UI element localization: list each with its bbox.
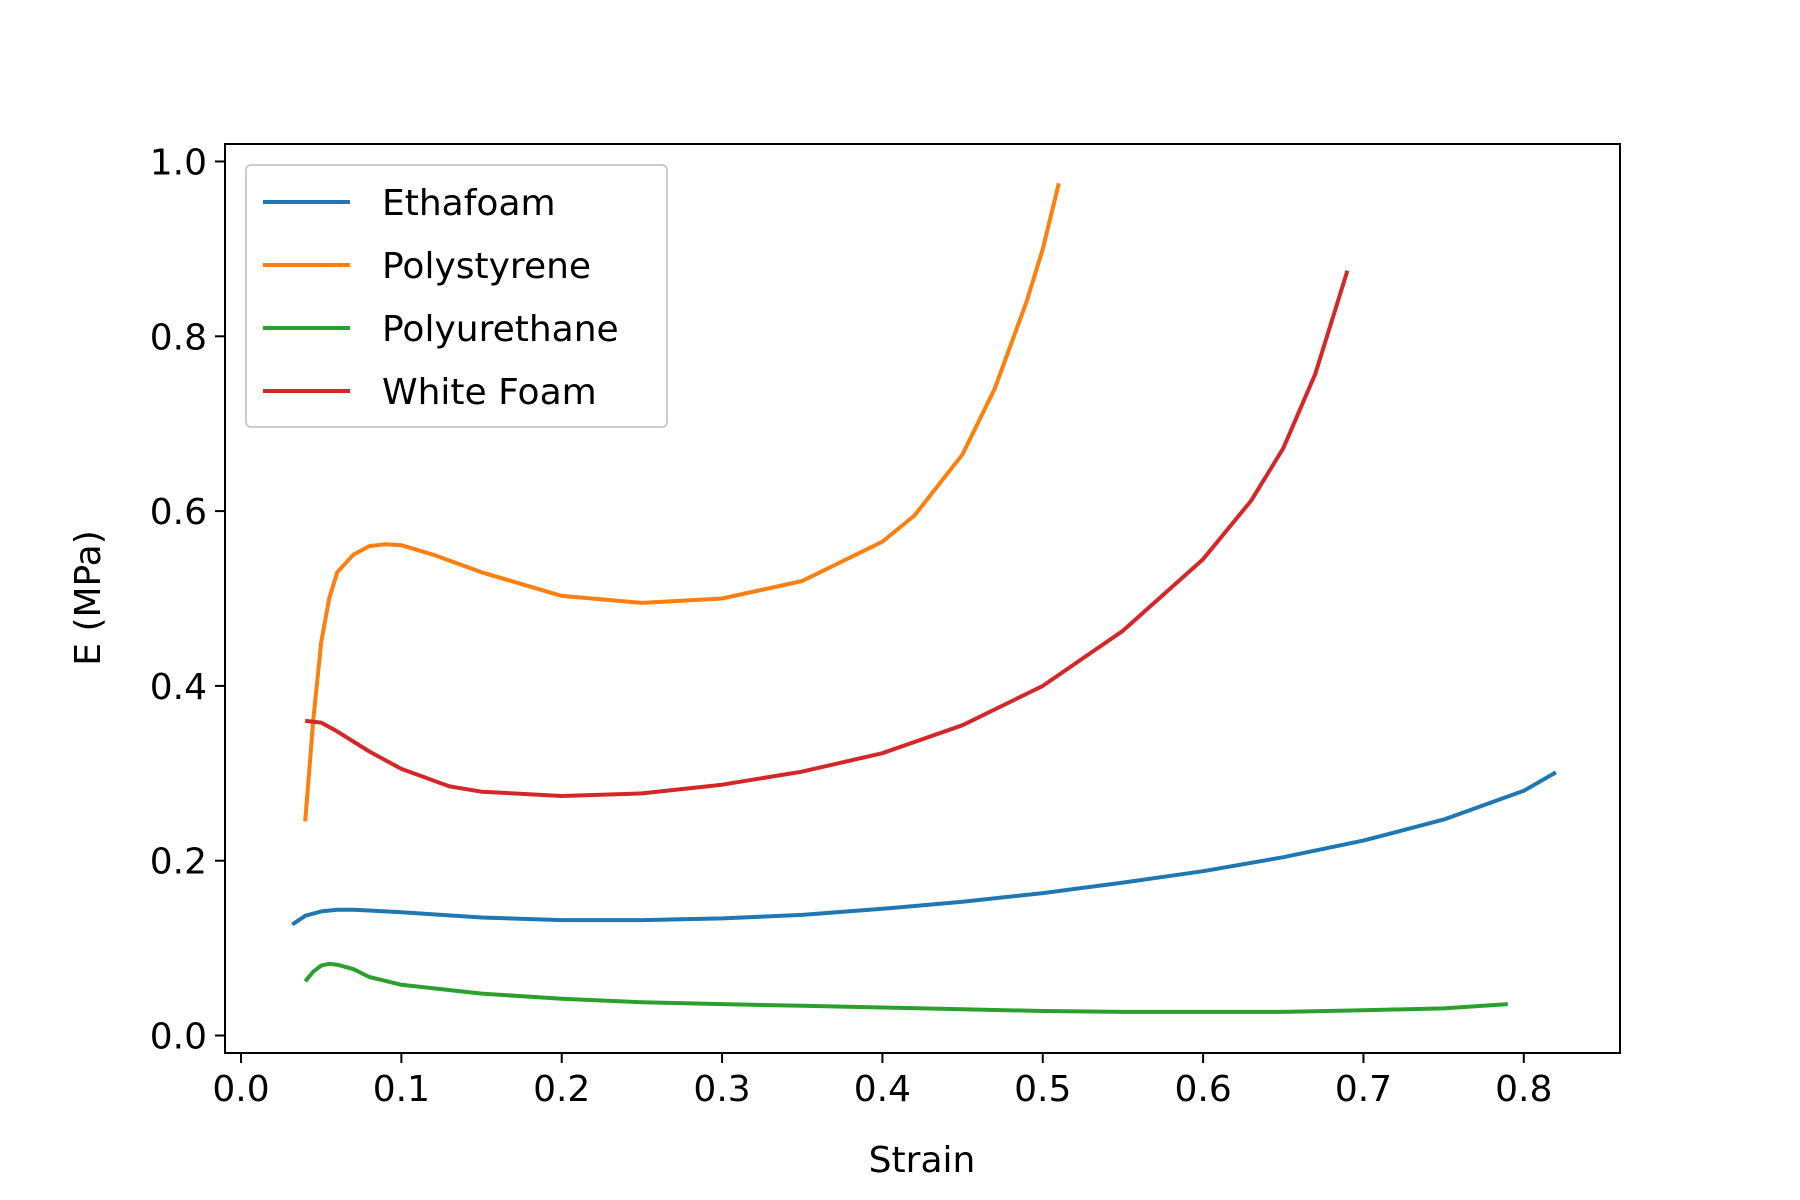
- y-tick-label: 1.0: [150, 142, 207, 183]
- x-ticks: 0.0 0.1 0.2 0.3 0.4 0.5 0.6 0.7 0.8: [212, 1053, 1552, 1110]
- series-line-white-foam: [304, 270, 1350, 798]
- x-tick-label: 0.8: [1495, 1069, 1552, 1110]
- x-tick-label: 0.5: [1014, 1069, 1071, 1110]
- y-tick-label: 0.2: [150, 842, 207, 883]
- x-tick-label: 0.4: [854, 1069, 911, 1110]
- x-axis-label: Strain: [869, 1140, 976, 1181]
- x-tick-label: 0.0: [212, 1069, 269, 1110]
- x-tick-label: 0.3: [693, 1069, 750, 1110]
- y-axis-label: E (MPa): [68, 530, 109, 666]
- axes-frame: [224, 143, 1621, 1054]
- series-line-polystyrene: [303, 182, 1061, 822]
- y-tick-label: 0.6: [150, 492, 207, 533]
- series-line-polyurethane: [303, 961, 1508, 1014]
- y-ticks: 0.0 0.2 0.4 0.6 0.8 1.0: [150, 142, 225, 1058]
- x-tick-label: 0.7: [1335, 1069, 1392, 1110]
- legend-label: Ethafoam: [382, 183, 556, 224]
- y-tick-label: 0.4: [150, 667, 207, 708]
- x-tick-label: 0.6: [1174, 1069, 1231, 1110]
- legend-frame: [245, 164, 668, 428]
- series-layer: [291, 182, 1557, 1014]
- legend-label: White Foam: [382, 372, 597, 413]
- legend-label: Polyurethane: [382, 309, 619, 350]
- legend: Ethafoam Polystyrene Polyurethane White Foa…: [245, 164, 668, 428]
- x-tick-label: 0.2: [533, 1069, 590, 1110]
- legend-label: Polystyrene: [382, 246, 591, 287]
- plot-area: [224, 143, 1621, 1054]
- x-tick-label: 0.1: [373, 1069, 430, 1110]
- y-tick-label: 0.0: [150, 1017, 207, 1058]
- series-line-ethafoam: [291, 770, 1557, 927]
- y-tick-label: 0.8: [150, 317, 207, 358]
